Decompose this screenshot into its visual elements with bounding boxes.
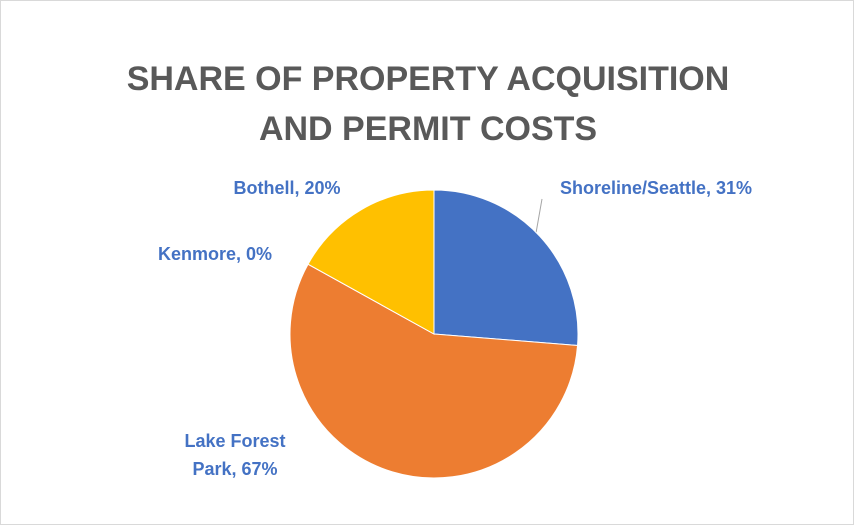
pie-slice bbox=[289, 263, 579, 479]
leader-line bbox=[535, 198, 543, 234]
pie-slice bbox=[433, 189, 579, 347]
data-label: Kenmore, 0% bbox=[157, 244, 273, 264]
data-label: Bothell, 20% bbox=[233, 178, 341, 198]
pie-slice bbox=[307, 189, 435, 335]
data-label: Lake Forest Park, 67% bbox=[184, 431, 286, 479]
data-label: Shoreline/Seattle, 31% bbox=[559, 178, 753, 198]
chart-title: SHARE OF PROPERTY ACQUISITION AND PERMIT… bbox=[126, 60, 730, 148]
